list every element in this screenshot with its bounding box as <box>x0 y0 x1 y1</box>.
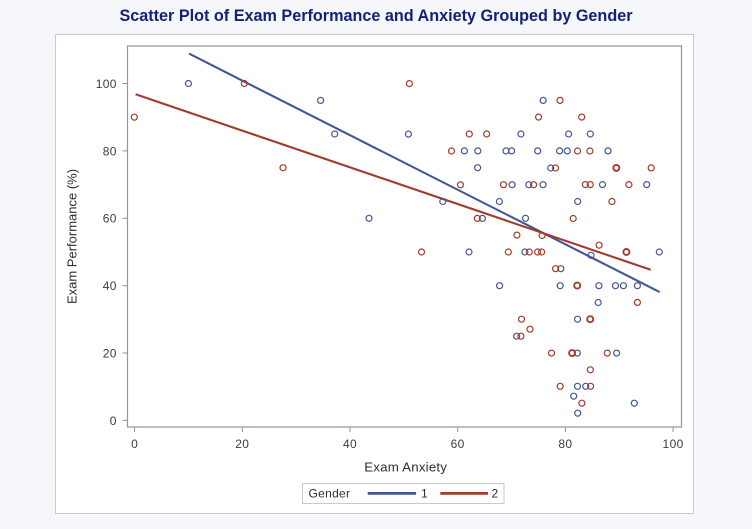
svg-text:0: 0 <box>131 437 138 451</box>
svg-text:60: 60 <box>451 437 465 451</box>
svg-text:20: 20 <box>103 346 117 360</box>
svg-text:Gender: Gender <box>309 487 351 501</box>
svg-text:1: 1 <box>421 487 428 501</box>
svg-text:0: 0 <box>110 414 117 428</box>
svg-text:60: 60 <box>103 212 117 226</box>
svg-text:80: 80 <box>558 437 572 451</box>
svg-text:Exam Performance (%): Exam Performance (%) <box>65 169 80 304</box>
svg-text:20: 20 <box>235 437 249 451</box>
svg-text:40: 40 <box>103 279 117 293</box>
svg-text:Exam Anxiety: Exam Anxiety <box>364 460 447 475</box>
svg-text:Scatter Plot of Exam Performan: Scatter Plot of Exam Performance and Anx… <box>119 7 633 25</box>
svg-text:80: 80 <box>103 144 117 158</box>
svg-text:100: 100 <box>96 77 117 91</box>
svg-text:100: 100 <box>663 437 684 451</box>
svg-text:2: 2 <box>492 487 499 501</box>
svg-text:40: 40 <box>343 437 357 451</box>
